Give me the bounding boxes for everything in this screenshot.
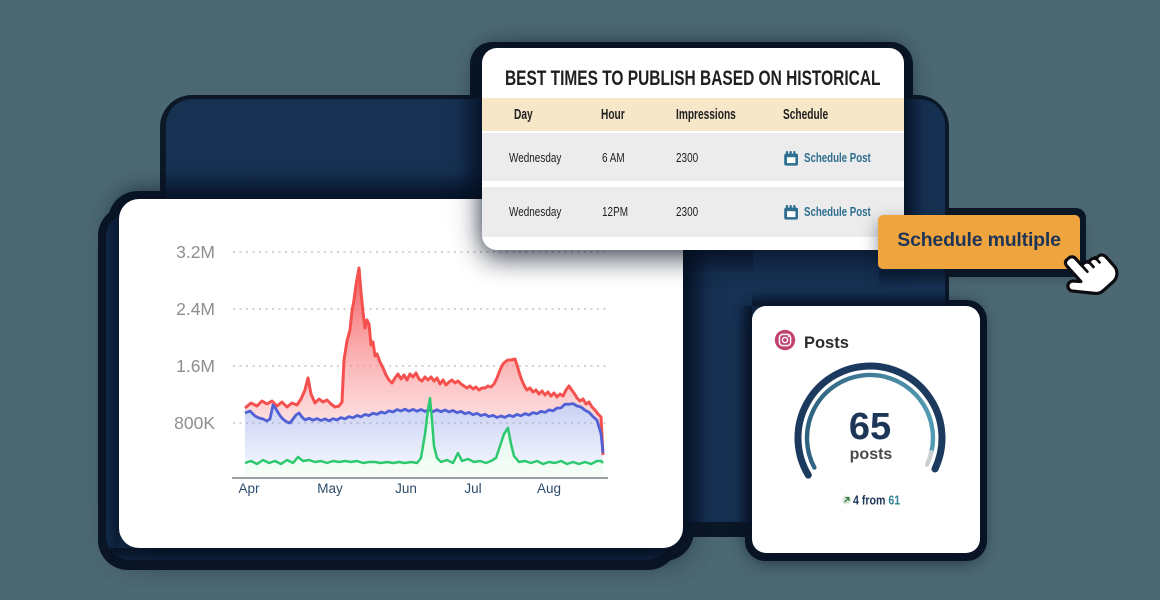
svg-text:Apr: Apr bbox=[238, 481, 260, 496]
svg-text:Jun: Jun bbox=[395, 481, 417, 496]
svg-text:4 from 61: 4 from 61 bbox=[853, 494, 901, 508]
svg-text:1.6M: 1.6M bbox=[176, 356, 215, 376]
svg-text:Aug: Aug bbox=[537, 481, 561, 496]
svg-text:65: 65 bbox=[849, 406, 891, 448]
svg-text:800K: 800K bbox=[174, 413, 215, 433]
svg-text:posts: posts bbox=[850, 446, 893, 463]
svg-text:May: May bbox=[317, 481, 343, 496]
svg-text:2.4M: 2.4M bbox=[176, 299, 215, 319]
svg-text:Posts: Posts bbox=[804, 333, 849, 352]
svg-text:Jul: Jul bbox=[464, 481, 481, 496]
svg-text:3.2M: 3.2M bbox=[176, 242, 215, 262]
